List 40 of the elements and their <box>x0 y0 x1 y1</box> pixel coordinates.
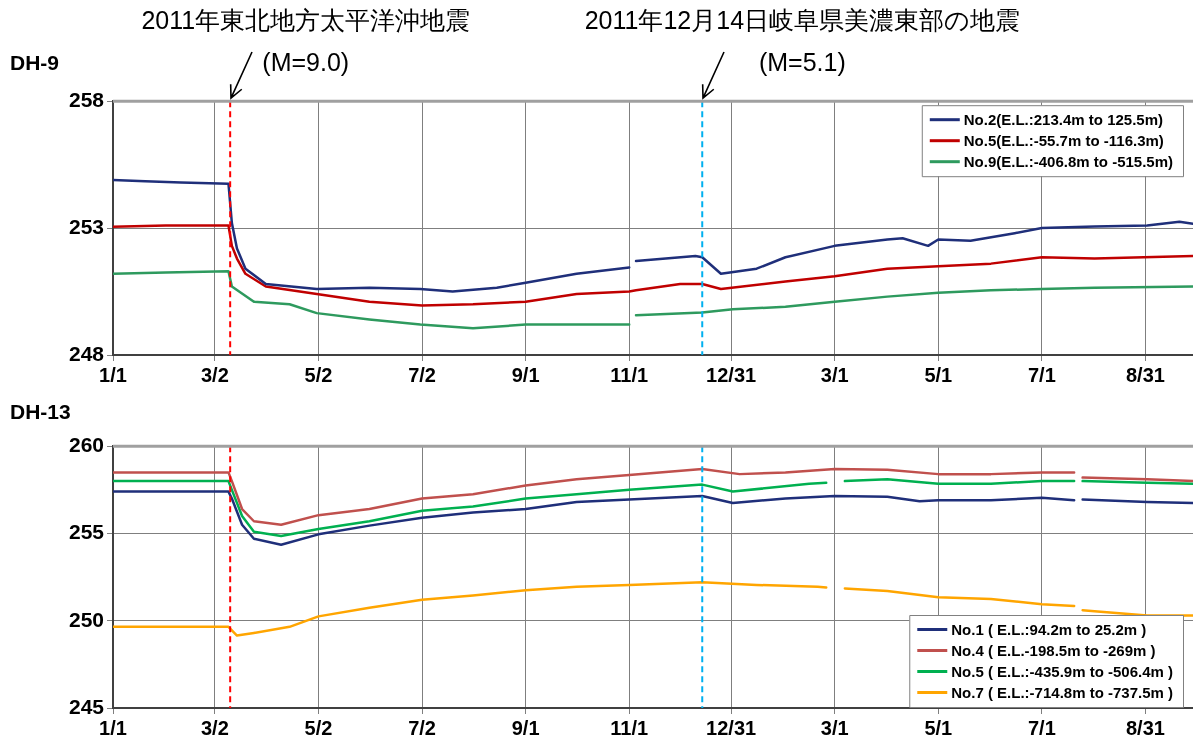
x-tick-label: 3/2 <box>200 716 229 739</box>
x-tick-label: 8/31 <box>1125 363 1165 386</box>
chart-title: DH-13 <box>10 400 71 424</box>
x-tick-label: 1/1 <box>99 363 127 386</box>
x-tick-label: 5/1 <box>924 716 953 739</box>
chart-title: DH-9 <box>10 51 60 75</box>
legend-label: No.7 ( E.L.:-714.8m to -737.5m ) <box>951 683 1174 701</box>
x-tick-label: 7/2 <box>408 363 436 386</box>
x-tick-label: 7/1 <box>1027 716 1056 739</box>
y-tick-label: 250 <box>68 607 104 631</box>
x-tick-label: 5/1 <box>924 363 953 386</box>
legend-label: No.2(E.L.:213.4m to 125.5m) <box>963 110 1164 128</box>
x-tick-label: 3/1 <box>820 716 849 739</box>
x-tick-label: 12/31 <box>706 363 757 386</box>
x-tick-label: 9/1 <box>511 363 540 386</box>
ref-line-label: 2011年12月14日岐阜県美濃東部の地震 (M=5.1) <box>584 5 1021 76</box>
x-tick-label: 8/31 <box>1125 716 1165 739</box>
x-tick-label: 11/1 <box>610 363 649 386</box>
x-tick-label: 5/2 <box>304 716 333 739</box>
ref-line-label: 2011年東北地方太平洋沖地震 (M=9.0) <box>141 5 471 76</box>
x-tick-label: 3/1 <box>820 363 849 386</box>
x-tick-label: 11/1 <box>610 716 649 739</box>
legend-label: No.5(E.L.:-55.7m to -116.3m) <box>963 131 1164 149</box>
legend-label: No.4 ( E.L.-198.5m to -269m ) <box>951 641 1156 659</box>
y-tick-label: 260 <box>68 433 104 456</box>
x-tick-label: 1/1 <box>99 716 127 739</box>
x-tick-label: 12/31 <box>706 716 757 739</box>
x-tick-label: 9/1 <box>511 716 540 739</box>
y-tick-label: 258 <box>68 88 105 111</box>
y-tick-label: 255 <box>68 520 105 544</box>
legend-label: No.1 ( E.L.:94.2m to 25.2m ) <box>951 620 1147 638</box>
x-tick-label: 5/2 <box>304 363 333 386</box>
x-tick-label: 7/1 <box>1027 363 1056 386</box>
y-tick-label: 245 <box>68 694 105 718</box>
x-tick-label: 3/2 <box>200 363 229 386</box>
legend-label: No.9(E.L.:-406.8m to -515.5m) <box>963 152 1174 170</box>
legend-label: No.5 ( E.L.:-435.9m to -506.4m ) <box>951 662 1174 680</box>
y-tick-label: 253 <box>68 214 104 238</box>
y-tick-label: 248 <box>68 341 105 365</box>
x-tick-label: 7/2 <box>408 716 436 739</box>
